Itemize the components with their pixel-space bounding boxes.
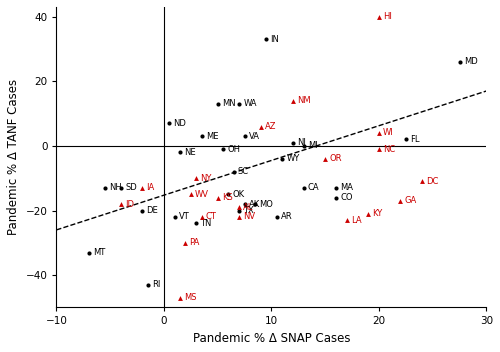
Text: GA: GA [404,196,417,205]
Text: OH: OH [227,145,240,153]
Text: DC: DC [426,177,438,186]
Text: WY: WY [286,154,300,163]
Text: IA: IA [146,183,155,193]
Text: TX: TX [244,206,254,215]
Text: MD: MD [464,57,477,67]
Text: ND: ND [174,119,186,128]
Text: LA: LA [351,216,362,225]
Text: HI: HI [383,12,392,21]
Text: NE: NE [184,148,196,157]
Text: NH: NH [109,183,122,193]
Text: CO: CO [340,193,352,202]
Text: RI: RI [152,280,160,289]
Text: OR: OR [330,154,342,163]
Text: ID: ID [125,200,134,209]
Text: WV: WV [195,190,209,199]
Text: MN: MN [222,99,235,108]
Text: CA: CA [308,183,320,193]
Text: MI: MI [308,142,318,150]
Text: WA: WA [244,99,257,108]
X-axis label: Pandemic % Δ SNAP Cases: Pandemic % Δ SNAP Cases [192,332,350,345]
Text: MT: MT [93,248,105,257]
Text: NM: NM [297,96,310,105]
Text: CT: CT [206,213,216,221]
Text: KS: KS [222,193,232,202]
Text: MO: MO [260,200,274,209]
Y-axis label: Pandemic % Δ TANF Cases: Pandemic % Δ TANF Cases [7,79,20,235]
Text: NV: NV [244,213,256,221]
Text: IN: IN [270,35,279,44]
Text: DE: DE [146,206,158,215]
Text: SD: SD [125,183,137,193]
Text: FL: FL [410,135,420,144]
Text: PA: PA [190,238,200,247]
Text: AR: AR [281,213,292,221]
Text: SC: SC [238,167,249,176]
Text: MS: MS [184,293,196,302]
Text: VT: VT [179,213,190,221]
Text: TN: TN [200,219,211,228]
Text: ME: ME [206,132,218,141]
Text: OK: OK [232,190,244,199]
Text: WI: WI [383,128,394,138]
Text: NC: NC [383,145,396,153]
Text: NY: NY [200,174,211,183]
Text: AK: AK [248,200,260,209]
Text: AZ: AZ [265,122,276,131]
Text: MA: MA [340,183,353,193]
Text: NJ: NJ [297,138,306,147]
Text: KY: KY [372,209,382,218]
Text: VA: VA [248,132,260,141]
Text: AL: AL [244,203,254,212]
